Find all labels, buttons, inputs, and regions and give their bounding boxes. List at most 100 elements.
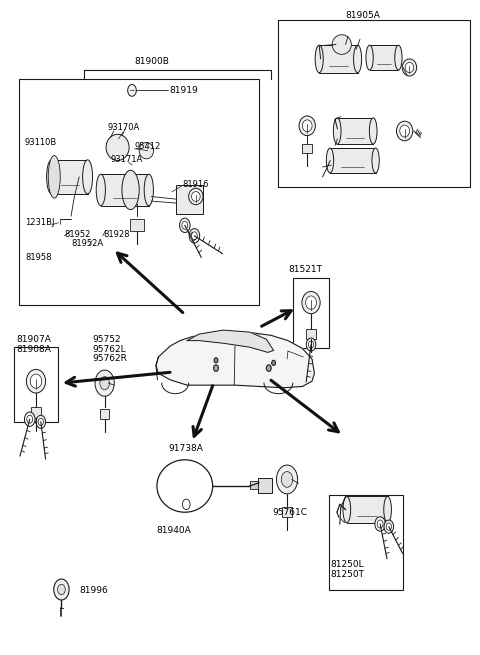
Circle shape	[24, 412, 35, 426]
Polygon shape	[156, 332, 314, 388]
Ellipse shape	[192, 192, 200, 202]
Text: 81907A: 81907A	[17, 335, 52, 344]
Ellipse shape	[189, 189, 203, 205]
Circle shape	[377, 520, 383, 528]
Bar	[306, 329, 316, 339]
Ellipse shape	[299, 116, 315, 136]
Circle shape	[189, 229, 200, 243]
Ellipse shape	[144, 174, 154, 206]
Text: 81996: 81996	[79, 586, 108, 595]
Text: 1231BJ: 1231BJ	[25, 218, 54, 227]
Ellipse shape	[315, 45, 323, 73]
Ellipse shape	[370, 118, 377, 144]
Text: 81908A: 81908A	[17, 345, 52, 354]
Ellipse shape	[366, 45, 373, 70]
Ellipse shape	[48, 156, 60, 198]
Circle shape	[192, 232, 197, 240]
Bar	[282, 507, 292, 517]
Circle shape	[306, 338, 316, 351]
Circle shape	[309, 341, 314, 348]
Bar	[278, 20, 470, 187]
Bar	[370, 45, 398, 70]
Ellipse shape	[106, 134, 129, 160]
Text: 81905A: 81905A	[346, 11, 381, 20]
Bar	[329, 495, 403, 590]
Text: 93170A: 93170A	[108, 122, 140, 132]
Text: 95762R: 95762R	[92, 354, 127, 364]
Bar	[31, 407, 41, 418]
Circle shape	[54, 579, 69, 600]
Ellipse shape	[302, 291, 320, 314]
Ellipse shape	[30, 374, 42, 388]
Ellipse shape	[405, 62, 414, 73]
Bar	[337, 118, 373, 144]
Circle shape	[266, 365, 271, 371]
Text: 81521T: 81521T	[288, 265, 322, 274]
Text: 81928: 81928	[103, 230, 130, 239]
Ellipse shape	[302, 120, 312, 132]
Text: 95412: 95412	[134, 142, 161, 151]
Bar	[130, 219, 144, 231]
Ellipse shape	[326, 148, 334, 173]
Ellipse shape	[96, 174, 106, 206]
Text: 81958: 81958	[25, 253, 51, 262]
Circle shape	[276, 465, 298, 494]
Bar	[330, 148, 375, 173]
Circle shape	[386, 523, 392, 531]
Text: 81900B: 81900B	[134, 57, 169, 66]
Text: 81952: 81952	[65, 230, 91, 239]
Ellipse shape	[333, 118, 341, 144]
Circle shape	[272, 360, 276, 365]
Ellipse shape	[396, 121, 413, 141]
Circle shape	[128, 84, 136, 96]
Circle shape	[384, 520, 394, 533]
Text: 81250T: 81250T	[330, 570, 364, 579]
Bar	[347, 496, 388, 523]
Bar	[258, 478, 272, 493]
Text: 81916: 81916	[182, 180, 209, 189]
Ellipse shape	[354, 45, 361, 73]
Ellipse shape	[47, 160, 57, 194]
Circle shape	[182, 499, 190, 510]
Ellipse shape	[26, 369, 46, 393]
Circle shape	[375, 517, 385, 531]
Ellipse shape	[306, 296, 316, 309]
Bar	[51, 160, 87, 194]
Text: 93110B: 93110B	[25, 138, 57, 147]
Circle shape	[281, 472, 293, 487]
Circle shape	[27, 415, 33, 423]
Circle shape	[36, 415, 46, 428]
Circle shape	[214, 358, 218, 363]
Text: 91738A: 91738A	[168, 444, 203, 453]
Bar	[100, 409, 109, 419]
Circle shape	[38, 419, 44, 426]
Text: 81952A: 81952A	[71, 239, 103, 248]
Ellipse shape	[372, 148, 379, 173]
Polygon shape	[187, 330, 274, 352]
Ellipse shape	[83, 160, 93, 194]
Bar	[293, 278, 329, 348]
Ellipse shape	[400, 125, 409, 137]
Circle shape	[58, 584, 65, 595]
Ellipse shape	[384, 496, 392, 523]
Ellipse shape	[395, 45, 402, 70]
Text: 81250L: 81250L	[330, 560, 364, 569]
Ellipse shape	[332, 35, 351, 54]
Bar	[250, 481, 258, 489]
Text: 81919: 81919	[169, 86, 198, 95]
Circle shape	[182, 221, 188, 229]
Circle shape	[100, 377, 109, 390]
Text: 95762L: 95762L	[92, 345, 126, 354]
Bar	[14, 347, 58, 422]
Ellipse shape	[139, 143, 154, 159]
Text: 95761C: 95761C	[273, 508, 308, 517]
Circle shape	[180, 218, 190, 233]
Ellipse shape	[343, 496, 350, 523]
Text: 95752: 95752	[92, 335, 121, 344]
Text: 81940A: 81940A	[156, 526, 191, 535]
Ellipse shape	[122, 170, 139, 210]
Bar	[101, 174, 149, 206]
Circle shape	[95, 370, 114, 396]
Bar	[19, 79, 259, 305]
Circle shape	[214, 365, 218, 371]
